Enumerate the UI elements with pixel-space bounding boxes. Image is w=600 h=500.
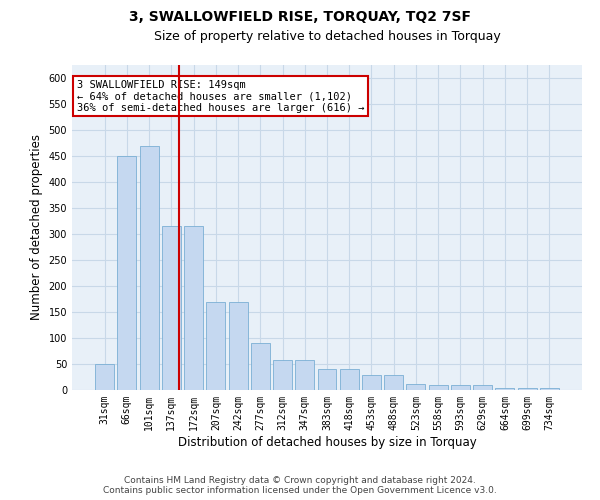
Title: Size of property relative to detached houses in Torquay: Size of property relative to detached ho…	[154, 30, 500, 43]
Bar	[384, 376, 403, 390]
X-axis label: Distribution of detached houses by size in Torquay: Distribution of detached houses by size …	[178, 436, 476, 448]
Bar	[451, 385, 470, 390]
Bar	[406, 384, 425, 390]
Bar	[518, 388, 536, 390]
Bar	[295, 360, 314, 390]
Bar	[140, 146, 158, 390]
Bar	[317, 369, 337, 390]
Bar	[429, 385, 448, 390]
Bar	[206, 302, 225, 390]
Y-axis label: Number of detached properties: Number of detached properties	[30, 134, 43, 320]
Bar	[340, 369, 359, 390]
Bar	[362, 376, 381, 390]
Bar	[184, 226, 203, 390]
Bar	[229, 302, 248, 390]
Bar	[496, 388, 514, 390]
Text: 3, SWALLOWFIELD RISE, TORQUAY, TQ2 7SF: 3, SWALLOWFIELD RISE, TORQUAY, TQ2 7SF	[129, 10, 471, 24]
Bar	[162, 226, 181, 390]
Bar	[251, 343, 270, 390]
Bar	[540, 388, 559, 390]
Text: 3 SWALLOWFIELD RISE: 149sqm
← 64% of detached houses are smaller (1,102)
36% of : 3 SWALLOWFIELD RISE: 149sqm ← 64% of det…	[77, 80, 365, 113]
Bar	[95, 364, 114, 390]
Bar	[273, 360, 292, 390]
Bar	[473, 385, 492, 390]
Text: Contains HM Land Registry data © Crown copyright and database right 2024.
Contai: Contains HM Land Registry data © Crown c…	[103, 476, 497, 495]
Bar	[118, 156, 136, 390]
